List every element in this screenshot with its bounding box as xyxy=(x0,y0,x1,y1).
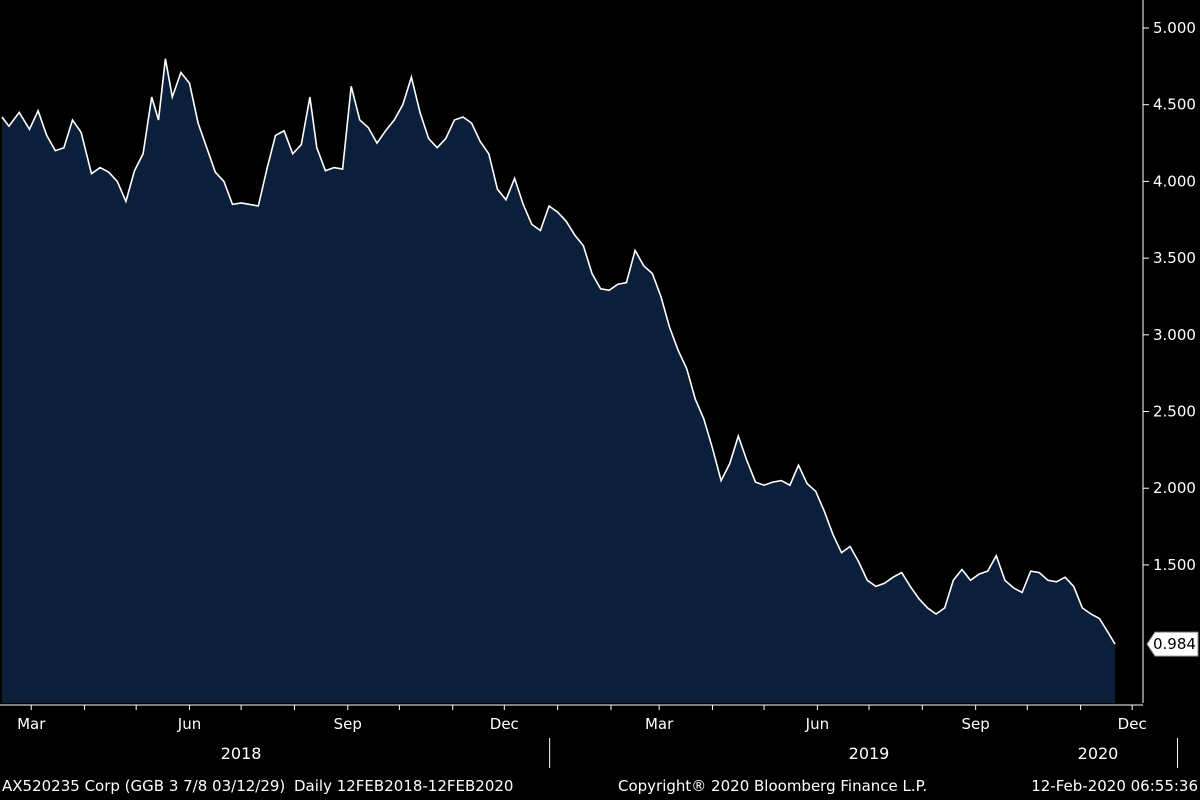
footer-copyright: Copyright® 2020 Bloomberg Finance L.P. xyxy=(618,777,927,795)
y-tick-label: 3.500 xyxy=(1153,249,1196,267)
footer-range: Daily 12FEB2018-12FEB2020 xyxy=(294,777,513,795)
footer-ticker: AX520235 Corp (GGB 3 7/8 03/12/29) xyxy=(2,777,285,795)
x-month-label: Jun xyxy=(805,715,829,733)
area-layer xyxy=(1,58,1116,703)
x-year-label: 2020 xyxy=(1078,744,1119,763)
y-tick-label: 4.500 xyxy=(1153,96,1196,114)
x-month-label: Dec xyxy=(1118,715,1147,733)
last-value-badge xyxy=(1146,631,1199,657)
x-month-label: Jun xyxy=(177,715,201,733)
x-month-label: Sep xyxy=(334,715,362,733)
series-line xyxy=(1,58,1116,645)
footer-timestamp: 12-Feb-2020 06:55:36 xyxy=(1031,777,1198,795)
y-tick-label: 4.000 xyxy=(1153,172,1196,190)
y-tick-label: 1.500 xyxy=(1153,556,1196,574)
x-year-label: 2018 xyxy=(221,744,262,763)
y-tick-label: 2.000 xyxy=(1153,479,1196,497)
footer: AX520235 Corp (GGB 3 7/8 03/12/29) Daily… xyxy=(2,777,1198,795)
y-tick-label: 5.000 xyxy=(1153,19,1196,37)
series-area xyxy=(2,58,1115,703)
x-month-label: Mar xyxy=(645,715,674,733)
x-month-label: Dec xyxy=(490,715,519,733)
last-value-label: 0.984 xyxy=(1153,635,1196,653)
axis-layer: 5.000 4.500 4.000 3.500 3.000 2.500 2.000 1.500… xyxy=(0,0,1199,768)
x-month-label: Mar xyxy=(17,715,46,733)
x-year-label: 2019 xyxy=(849,744,890,763)
y-tick-label: 2.500 xyxy=(1153,403,1196,421)
y-tick-label: 3.000 xyxy=(1153,326,1196,344)
x-month-label: Sep xyxy=(962,715,990,733)
